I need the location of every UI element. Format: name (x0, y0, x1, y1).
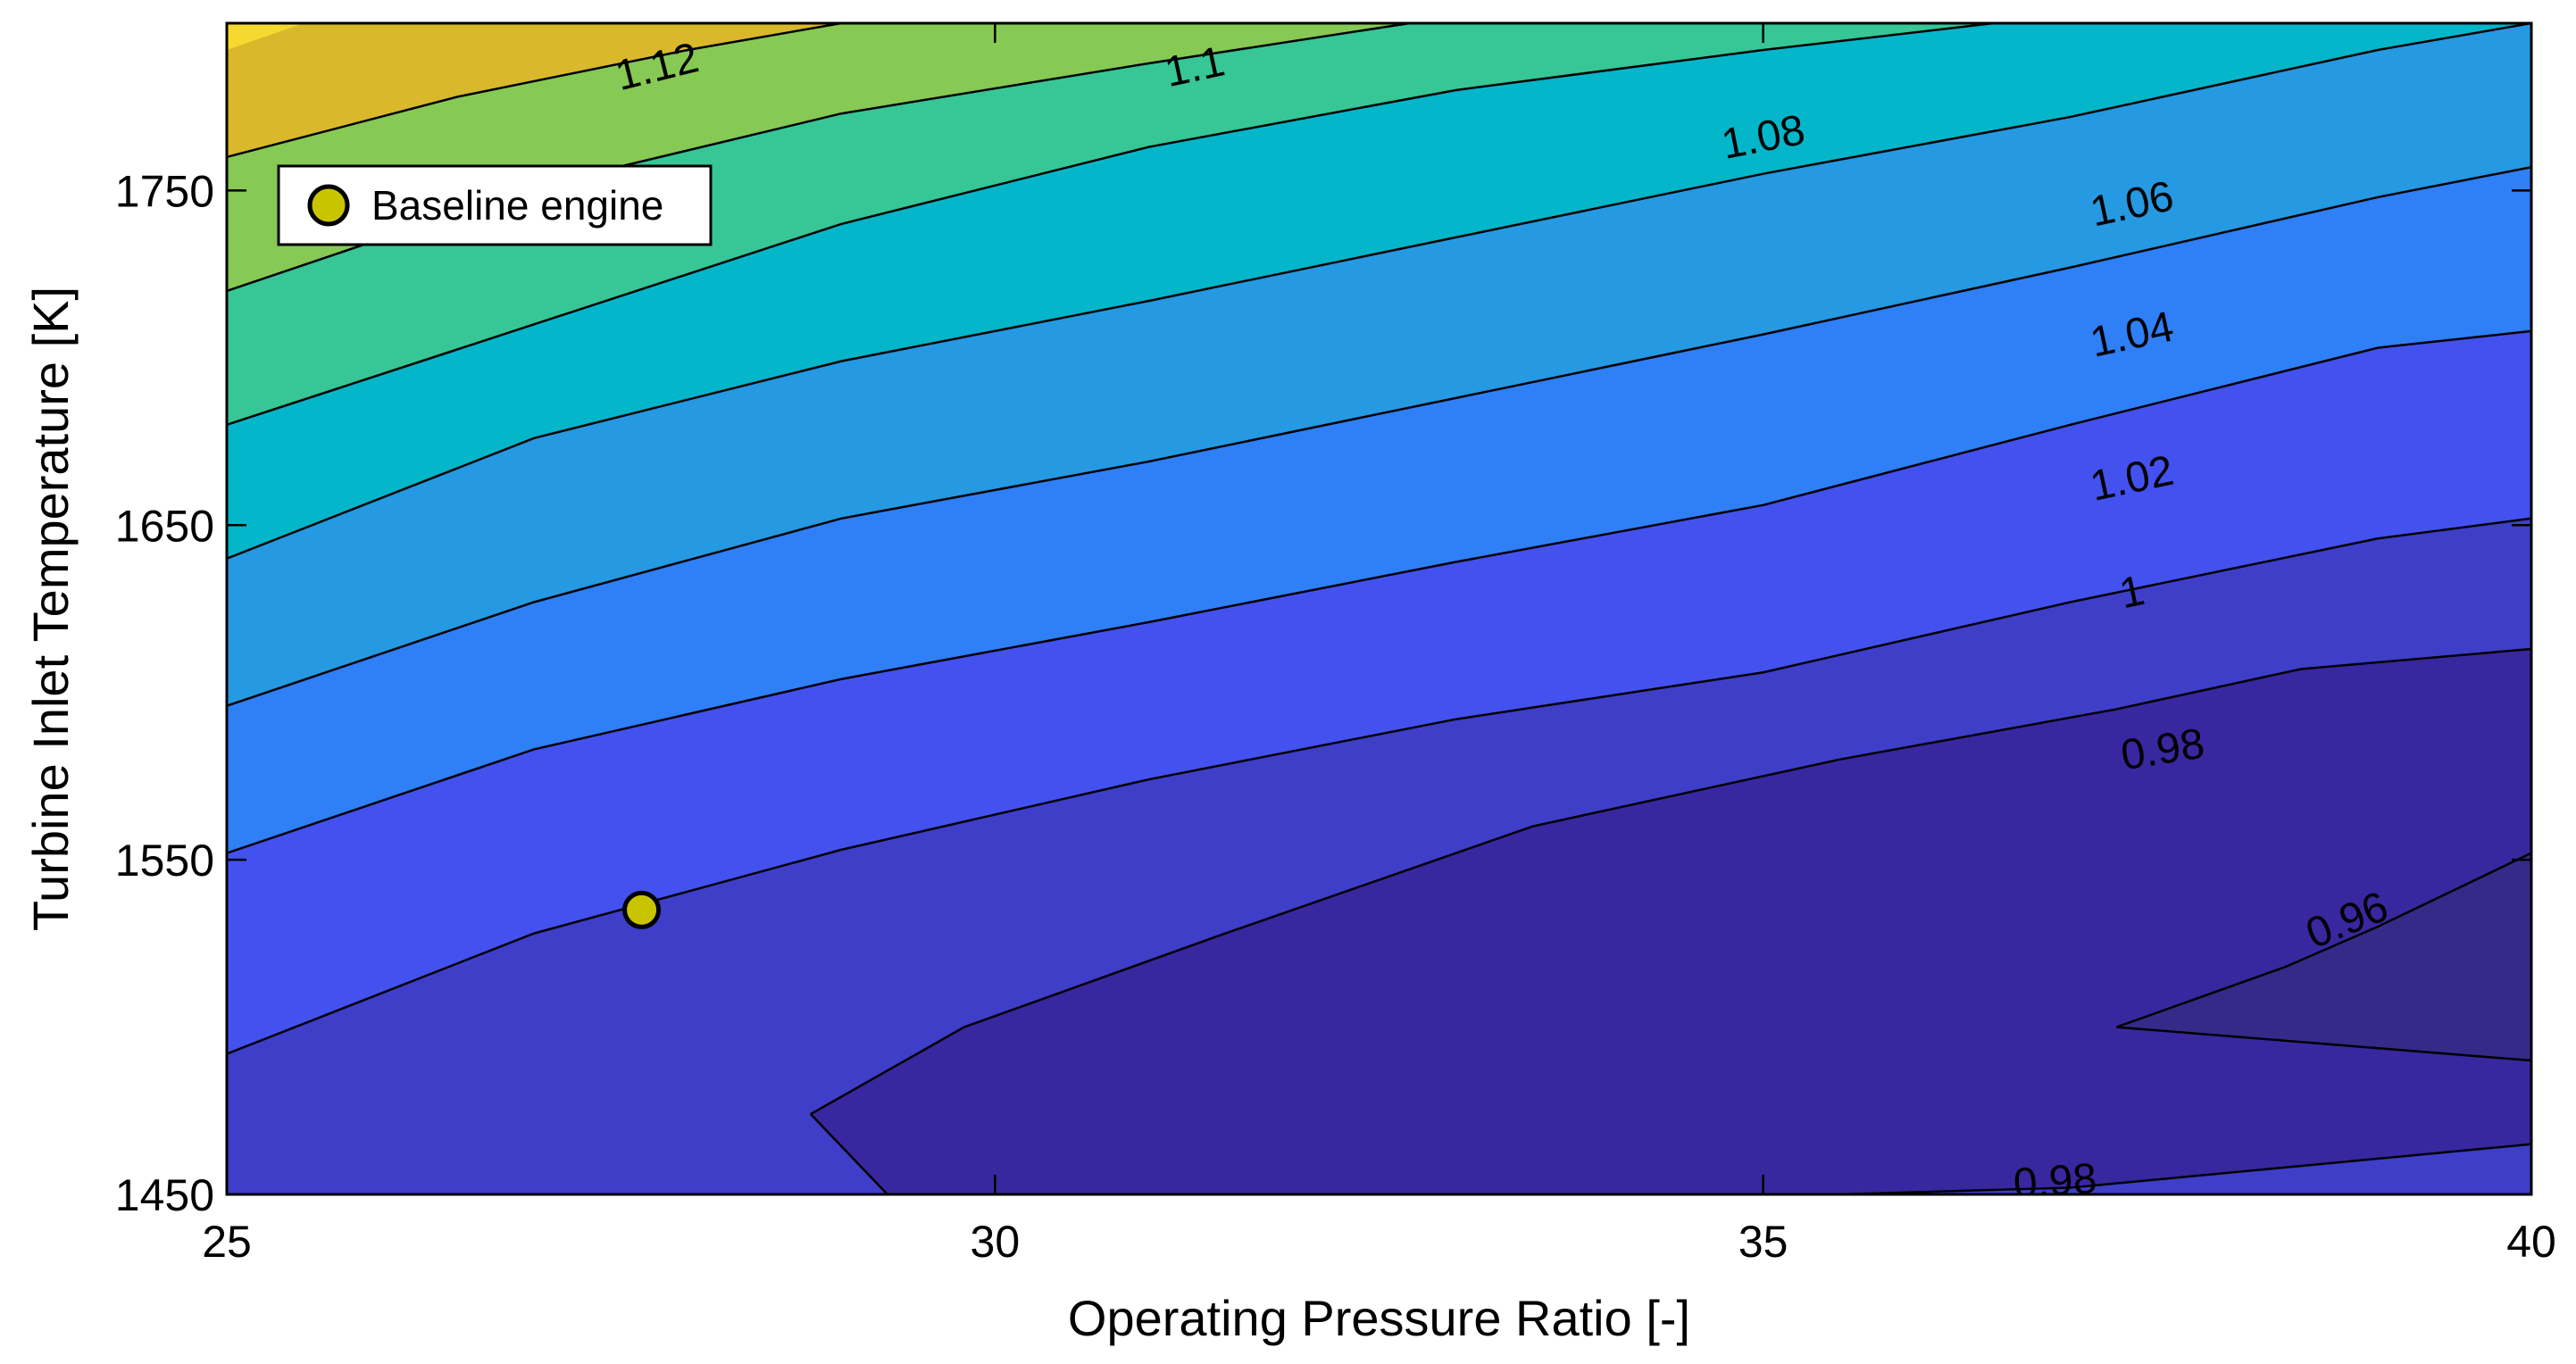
x-tick-label: 35 (1738, 1217, 1788, 1267)
legend-marker (307, 184, 350, 227)
baseline-engine-marker (622, 890, 662, 929)
y-tick-label: 1450 (115, 1170, 214, 1220)
contour-fill-1.1 (227, 23, 2531, 291)
x-tick-label: 25 (202, 1217, 252, 1267)
legend-entry: Baseline engine (371, 182, 663, 229)
x-axis-label: Operating Pressure Ratio [-] (1068, 1290, 1690, 1346)
y-tick-label: 1550 (115, 836, 214, 886)
contour-line-low-3 (2116, 852, 2531, 1062)
contour-fill-below-0.96 (2116, 852, 2531, 1061)
y-tick-label: 1650 (115, 501, 214, 551)
plot-frame (225, 21, 2533, 1196)
y-axis-label: Turbine Inlet Temperature [K] (22, 287, 79, 931)
contour-line-low-2 (1839, 1143, 2531, 1194)
contour-fill-below-0.98 (810, 648, 2531, 1194)
contour-line-1.08 (227, 23, 1994, 427)
contour-line-low-1 (809, 1113, 888, 1194)
axes: 25 30 35 40 1450 1550 1650 1750 (115, 23, 2556, 1267)
contour-line-1.12 (227, 23, 842, 159)
legend: Baseline engine (277, 164, 713, 246)
contour-label-text: 0.98 (2012, 1155, 2098, 1208)
contour-line-1.04 (227, 165, 2531, 707)
contour-line-1.02 (227, 329, 2531, 854)
x-tick-label: 30 (971, 1217, 1021, 1267)
contour-line-1.06 (227, 23, 2531, 560)
y-tick-label: 1750 (115, 166, 214, 216)
contour-fill-1.12 (227, 23, 2531, 157)
contour-label-0.98: 0.98 (2012, 1155, 2098, 1208)
legend-box (277, 164, 713, 246)
x-tick-label: 40 (2506, 1217, 2556, 1267)
contour-line-low-0 (810, 647, 2531, 1116)
